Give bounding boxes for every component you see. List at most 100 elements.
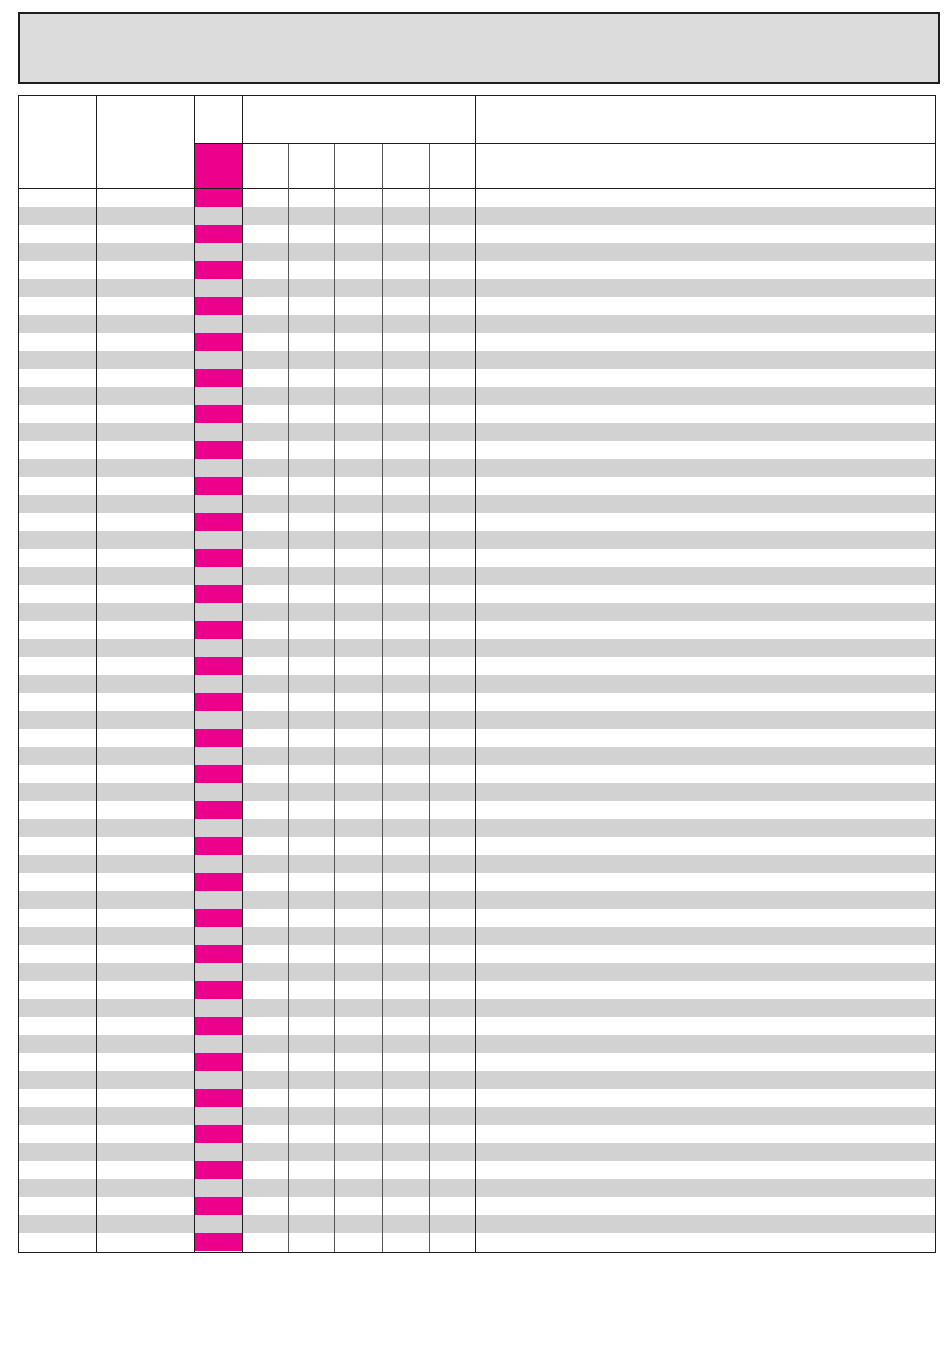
table-row: [19, 549, 935, 567]
header-divider-right: [476, 143, 935, 144]
header-divider-middle: [195, 143, 475, 144]
accent-cell: [195, 873, 242, 891]
accent-column-header: [195, 144, 242, 188]
accent-cell: [195, 603, 242, 621]
table-row: [19, 1035, 935, 1053]
table-row: [19, 855, 935, 873]
table-row: [19, 873, 935, 891]
accent-cell: [195, 801, 242, 819]
table-row: [19, 693, 935, 711]
table-row: [19, 657, 935, 675]
column-divider: [194, 96, 195, 1252]
table-row: [19, 765, 935, 783]
table-row: [19, 1197, 935, 1215]
accent-cell: [195, 477, 242, 495]
table-row: [19, 639, 935, 657]
table-row: [19, 459, 935, 477]
table-row: [19, 1233, 935, 1251]
table-row: [19, 1161, 935, 1179]
table-row: [19, 1017, 935, 1035]
accent-cell: [195, 1161, 242, 1179]
table-row: [19, 243, 935, 261]
table-row: [19, 351, 935, 369]
table-row: [19, 261, 935, 279]
table-row: [19, 801, 935, 819]
accent-cell: [195, 1233, 242, 1251]
table-row: [19, 297, 935, 315]
table-row: [19, 585, 935, 603]
accent-cell: [195, 693, 242, 711]
accent-cell: [195, 567, 242, 585]
accent-cell: [195, 1089, 242, 1107]
table-row: [19, 405, 935, 423]
accent-cell: [195, 747, 242, 765]
accent-cell: [195, 1125, 242, 1143]
accent-cell: [195, 387, 242, 405]
table-row: [19, 1107, 935, 1125]
accent-cell: [195, 369, 242, 387]
accent-cell: [195, 207, 242, 225]
accent-cell: [195, 315, 242, 333]
table-row: [19, 909, 935, 927]
accent-cell: [195, 837, 242, 855]
table-row: [19, 369, 935, 387]
accent-cell: [195, 1197, 242, 1215]
table-row: [19, 621, 935, 639]
column-divider: [334, 144, 335, 1252]
table-row: [19, 891, 935, 909]
table-row: [19, 819, 935, 837]
accent-cell: [195, 855, 242, 873]
accent-cell: [195, 549, 242, 567]
accent-cell: [195, 1107, 242, 1125]
table-row: [19, 423, 935, 441]
table-row: [19, 711, 935, 729]
accent-cell: [195, 711, 242, 729]
table-row: [19, 189, 935, 207]
table-row: [19, 207, 935, 225]
accent-cell: [195, 1017, 242, 1035]
table-row: [19, 513, 935, 531]
table-row: [19, 441, 935, 459]
table-row: [19, 333, 935, 351]
table-row: [19, 783, 935, 801]
table-body: [19, 189, 935, 1252]
table-row: [19, 837, 935, 855]
table-row: [19, 225, 935, 243]
title-box: [18, 12, 940, 84]
accent-cell: [195, 351, 242, 369]
accent-cell: [195, 1035, 242, 1053]
table-row: [19, 477, 935, 495]
table-row: [19, 1125, 935, 1143]
accent-cell: [195, 729, 242, 747]
column-divider: [242, 96, 243, 1252]
table-row: [19, 1089, 935, 1107]
table-row: [19, 387, 935, 405]
table-row: [19, 279, 935, 297]
column-divider: [429, 144, 430, 1252]
table-row: [19, 999, 935, 1017]
accent-cell: [195, 927, 242, 945]
accent-cell: [195, 459, 242, 477]
accent-cell: [195, 891, 242, 909]
accent-cell: [195, 621, 242, 639]
accent-cell: [195, 909, 242, 927]
accent-cell: [195, 423, 242, 441]
accent-cell: [195, 1053, 242, 1071]
accent-cell: [195, 243, 242, 261]
accent-cell: [195, 297, 242, 315]
accent-cell: [195, 675, 242, 693]
column-divider: [382, 144, 383, 1252]
accent-cell: [195, 657, 242, 675]
accent-cell: [195, 1071, 242, 1089]
accent-cell: [195, 495, 242, 513]
table-row: [19, 1053, 935, 1071]
table-row: [19, 1143, 935, 1161]
accent-cell: [195, 531, 242, 549]
accent-cell: [195, 405, 242, 423]
accent-cell: [195, 189, 242, 207]
table-row: [19, 945, 935, 963]
table-row: [19, 315, 935, 333]
column-divider: [96, 96, 97, 1252]
accent-cell: [195, 441, 242, 459]
table-row: [19, 531, 935, 549]
